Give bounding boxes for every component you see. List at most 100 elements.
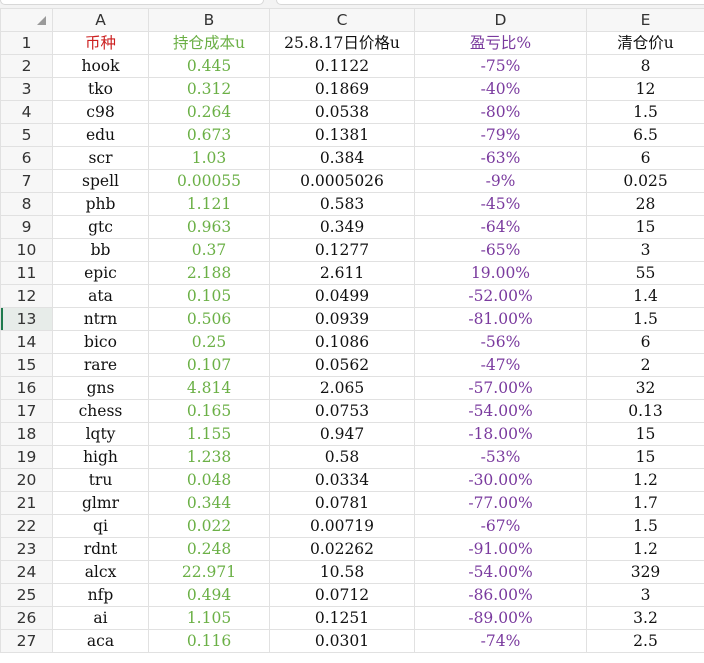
cell-cost[interactable]: 0.00055: [148, 169, 270, 193]
row-number[interactable]: 6: [0, 146, 53, 170]
cell-coin[interactable]: gtc: [52, 215, 149, 239]
cell-price[interactable]: 2.611: [269, 261, 415, 285]
column-header-b[interactable]: B: [148, 8, 270, 32]
cell-exit-price[interactable]: 15: [586, 445, 704, 469]
row-number[interactable]: 7: [0, 169, 53, 193]
cell-cost[interactable]: 0.506: [148, 307, 270, 331]
row-number[interactable]: 2: [0, 54, 53, 78]
cell-pnl[interactable]: -64%: [414, 215, 587, 239]
cell-cost[interactable]: 0.105: [148, 284, 270, 308]
cell-exit-price[interactable]: 28: [586, 192, 704, 216]
row-number[interactable]: 8: [0, 192, 53, 216]
cell-price[interactable]: 0.0538: [269, 100, 415, 124]
cell-cost[interactable]: 1.155: [148, 422, 270, 446]
cell-cost[interactable]: 0.37: [148, 238, 270, 262]
cell-pnl[interactable]: -81.00%: [414, 307, 587, 331]
cell-pnl[interactable]: -18.00%: [414, 422, 587, 446]
cell-pnl[interactable]: -56%: [414, 330, 587, 354]
row-number[interactable]: 24: [0, 560, 53, 584]
cell-cost[interactable]: 0.494: [148, 583, 270, 607]
cell-coin[interactable]: high: [52, 445, 149, 469]
cell-pnl[interactable]: -79%: [414, 123, 587, 147]
column-header-e[interactable]: E: [586, 8, 704, 32]
cell-pnl[interactable]: -63%: [414, 146, 587, 170]
cell-pnl[interactable]: -47%: [414, 353, 587, 377]
header-cell-exit-price[interactable]: 清仓价u: [586, 31, 704, 55]
cell-coin[interactable]: rdnt: [52, 537, 149, 561]
row-number[interactable]: 19: [0, 445, 53, 469]
cell-exit-price[interactable]: 1.4: [586, 284, 704, 308]
row-number[interactable]: 1: [0, 31, 53, 55]
cell-price[interactable]: 0.349: [269, 215, 415, 239]
row-number[interactable]: 25: [0, 583, 53, 607]
row-number[interactable]: 23: [0, 537, 53, 561]
cell-price[interactable]: 0.0753: [269, 399, 415, 423]
cell-coin[interactable]: aca: [52, 629, 149, 653]
cell-price[interactable]: 10.58: [269, 560, 415, 584]
cell-exit-price[interactable]: 1.5: [586, 100, 704, 124]
row-number[interactable]: 13: [0, 307, 53, 331]
cell-price[interactable]: 0.1086: [269, 330, 415, 354]
cell-coin[interactable]: phb: [52, 192, 149, 216]
cell-pnl[interactable]: -53%: [414, 445, 587, 469]
cell-coin[interactable]: ata: [52, 284, 149, 308]
cell-cost[interactable]: 0.963: [148, 215, 270, 239]
cell-cost[interactable]: 0.445: [148, 54, 270, 78]
cell-cost[interactable]: 0.673: [148, 123, 270, 147]
cell-exit-price[interactable]: 1.2: [586, 468, 704, 492]
header-cell-coin[interactable]: 币种: [52, 31, 149, 55]
cell-price[interactable]: 0.1251: [269, 606, 415, 630]
cell-price[interactable]: 2.065: [269, 376, 415, 400]
cell-exit-price[interactable]: 1.2: [586, 537, 704, 561]
cell-cost[interactable]: 0.248: [148, 537, 270, 561]
cell-coin[interactable]: chess: [52, 399, 149, 423]
cell-cost[interactable]: 1.121: [148, 192, 270, 216]
cell-pnl[interactable]: -54.00%: [414, 560, 587, 584]
cell-exit-price[interactable]: 3: [586, 583, 704, 607]
cell-coin[interactable]: hook: [52, 54, 149, 78]
header-cell-cost[interactable]: 持仓成本u: [148, 31, 270, 55]
cell-cost[interactable]: 1.03: [148, 146, 270, 170]
header-cell-price[interactable]: 25.8.17日价格u: [269, 31, 415, 55]
cell-cost[interactable]: 0.312: [148, 77, 270, 101]
cell-pnl[interactable]: -54.00%: [414, 399, 587, 423]
cell-cost[interactable]: 0.344: [148, 491, 270, 515]
cell-exit-price[interactable]: 55: [586, 261, 704, 285]
cell-coin[interactable]: ai: [52, 606, 149, 630]
cell-pnl[interactable]: -45%: [414, 192, 587, 216]
cell-coin[interactable]: tru: [52, 468, 149, 492]
row-number[interactable]: 15: [0, 353, 53, 377]
cell-exit-price[interactable]: 0.025: [586, 169, 704, 193]
cell-pnl[interactable]: -40%: [414, 77, 587, 101]
cell-cost[interactable]: 0.165: [148, 399, 270, 423]
cell-coin[interactable]: epic: [52, 261, 149, 285]
cell-price[interactable]: 0.58: [269, 445, 415, 469]
cell-coin[interactable]: rare: [52, 353, 149, 377]
cell-exit-price[interactable]: 6: [586, 330, 704, 354]
row-number[interactable]: 17: [0, 399, 53, 423]
row-number[interactable]: 3: [0, 77, 53, 101]
cell-coin[interactable]: bico: [52, 330, 149, 354]
row-number[interactable]: 20: [0, 468, 53, 492]
cell-price[interactable]: 0.02262: [269, 537, 415, 561]
cell-exit-price[interactable]: 3: [586, 238, 704, 262]
cell-exit-price[interactable]: 2: [586, 353, 704, 377]
cell-pnl[interactable]: -80%: [414, 100, 587, 124]
cell-exit-price[interactable]: 1.7: [586, 491, 704, 515]
cell-pnl[interactable]: -86.00%: [414, 583, 587, 607]
column-header-c[interactable]: C: [269, 8, 415, 32]
cell-price[interactable]: 0.1277: [269, 238, 415, 262]
cell-exit-price[interactable]: 12: [586, 77, 704, 101]
cell-exit-price[interactable]: 6.5: [586, 123, 704, 147]
cell-price[interactable]: 0.0712: [269, 583, 415, 607]
cell-cost[interactable]: 22.971: [148, 560, 270, 584]
cell-exit-price[interactable]: 8: [586, 54, 704, 78]
cell-pnl[interactable]: -75%: [414, 54, 587, 78]
cell-coin[interactable]: tko: [52, 77, 149, 101]
cell-exit-price[interactable]: 0.13: [586, 399, 704, 423]
cell-pnl[interactable]: -77.00%: [414, 491, 587, 515]
cell-coin[interactable]: edu: [52, 123, 149, 147]
cell-pnl[interactable]: -57.00%: [414, 376, 587, 400]
cell-price[interactable]: 0.00719: [269, 514, 415, 538]
cell-exit-price[interactable]: 15: [586, 422, 704, 446]
